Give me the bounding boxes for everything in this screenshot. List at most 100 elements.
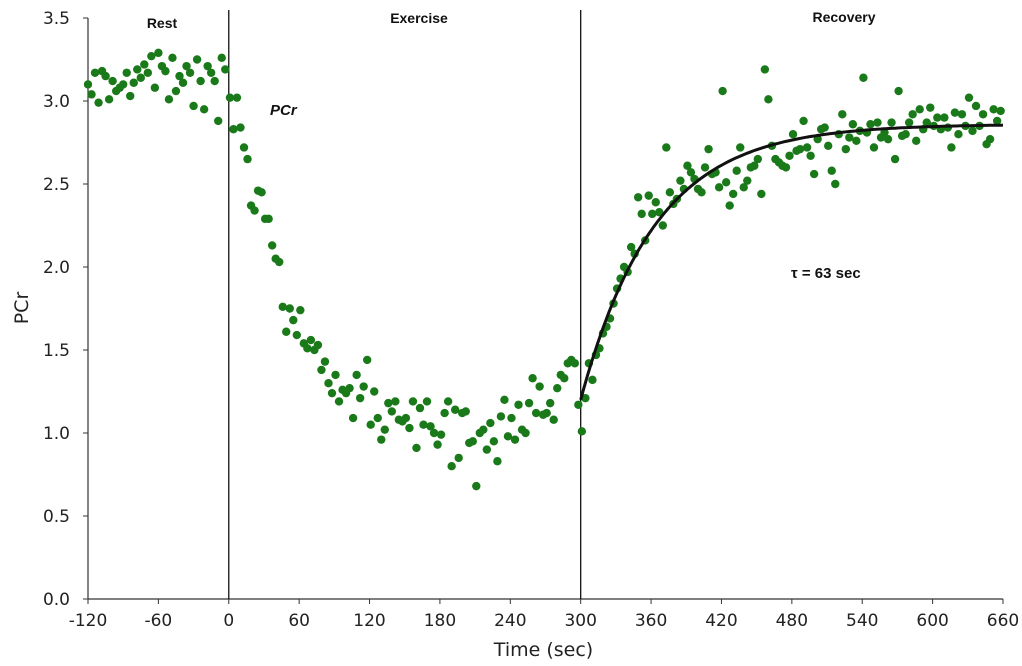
data-point (915, 105, 924, 114)
data-point (443, 397, 453, 406)
data-point (221, 65, 230, 74)
data-point (370, 387, 379, 396)
y-tick-label: 3.0 (43, 92, 70, 112)
data-point (989, 105, 998, 114)
data-point (87, 90, 96, 99)
data-point (947, 143, 956, 152)
data-point (574, 400, 583, 409)
data-point (764, 95, 773, 104)
y-axis-title: PCr (11, 292, 33, 325)
data-point (760, 65, 770, 74)
data-point (704, 144, 713, 154)
data-point (214, 116, 223, 126)
data-point (206, 68, 216, 77)
data-point (964, 93, 974, 102)
data-point (426, 422, 435, 431)
data-point (809, 169, 819, 179)
data-point (890, 154, 900, 164)
data-point (637, 209, 646, 219)
data-point (753, 154, 763, 164)
data-point (799, 116, 808, 126)
x-tick-label: 660 (987, 611, 1019, 631)
data-point (317, 365, 326, 375)
x-tick-label: 240 (494, 611, 526, 631)
data-point (175, 71, 184, 81)
pcr-annotation: PCr (270, 102, 298, 119)
data-point (278, 302, 287, 312)
data-point (320, 357, 330, 366)
data-point (700, 163, 710, 172)
data-point (904, 118, 914, 127)
data-point (133, 65, 142, 74)
data-point (440, 408, 449, 418)
data-point (954, 130, 963, 139)
data-point (150, 83, 160, 92)
data-point (210, 76, 219, 86)
data-point (479, 425, 488, 434)
data-point (257, 188, 266, 197)
y-tick-label: 3.5 (43, 9, 70, 29)
data-point (926, 103, 935, 112)
data-point (728, 189, 738, 199)
data-point (838, 110, 847, 119)
data-point (352, 370, 361, 380)
data-point (785, 151, 794, 160)
data-point (447, 462, 456, 471)
data-point (528, 374, 537, 383)
data-point (732, 166, 741, 175)
data-point (285, 304, 294, 313)
data-point (992, 116, 1002, 126)
data-point (545, 398, 555, 408)
data-point (143, 68, 153, 77)
data-point (306, 335, 316, 345)
data-point (161, 66, 170, 76)
phase-label-recovery: Recovery (812, 9, 875, 25)
data-point (880, 128, 889, 137)
data-point (468, 437, 477, 446)
data-point (122, 68, 131, 77)
data-point (189, 101, 198, 111)
data-point (90, 68, 100, 77)
x-axis-ticks: -120 -60 0 60 120 180 240 300 360 420 480 540 600 660 (69, 599, 1019, 631)
data-point (345, 383, 354, 393)
data-point (380, 425, 389, 434)
data-point (581, 393, 590, 403)
data-point (327, 388, 337, 398)
data-point (908, 110, 917, 119)
data-point (412, 443, 421, 453)
data-point (199, 105, 209, 114)
data-point (348, 413, 358, 423)
data-point (436, 430, 446, 439)
data-point (866, 120, 875, 129)
data-point (140, 60, 149, 69)
data-point (985, 134, 995, 144)
plot-area (87, 10, 1003, 600)
data-point (971, 101, 981, 111)
data-point (129, 78, 138, 87)
data-point (362, 355, 372, 365)
data-point (303, 344, 312, 353)
data-point (697, 188, 706, 197)
data-point (750, 161, 759, 170)
data-point (827, 166, 836, 175)
data-point (296, 305, 305, 315)
data-point (454, 453, 463, 463)
x-tick-label: 600 (916, 611, 948, 631)
data-point (524, 398, 534, 408)
data-point (486, 418, 495, 428)
data-point (136, 73, 145, 82)
data-point (978, 110, 988, 119)
data-point (232, 93, 242, 102)
data-point (848, 120, 858, 129)
data-point (118, 80, 128, 89)
data-point (229, 125, 238, 134)
data-point (313, 340, 323, 350)
data-point (391, 397, 400, 406)
data-point (324, 379, 333, 388)
y-tick-label: 2.0 (43, 258, 70, 278)
data-point (922, 118, 931, 127)
data-point (275, 257, 284, 267)
data-point (422, 397, 432, 406)
data-point (250, 206, 259, 215)
